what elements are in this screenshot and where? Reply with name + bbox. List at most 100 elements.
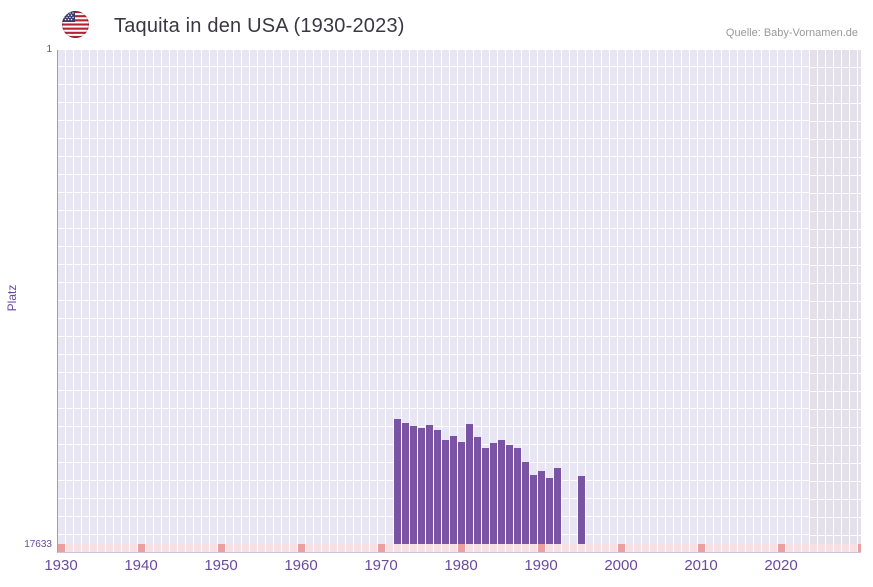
strip-cell-2029 — [850, 544, 857, 552]
strip-cell-2016 — [746, 544, 753, 552]
bar-1985[interactable] — [498, 440, 505, 544]
strip-cell-2013 — [722, 544, 729, 552]
strip-cell-1960 — [298, 544, 305, 552]
bar-1972[interactable] — [394, 419, 401, 544]
bar-1983[interactable] — [482, 448, 489, 544]
strip-cell-1976 — [426, 544, 433, 552]
x-tick-2020: 2020 — [764, 557, 798, 574]
strip-cell-2024 — [810, 544, 817, 552]
strip-cell-2018 — [762, 544, 769, 552]
strip-cell-2007 — [674, 544, 681, 552]
strip-cell-1973 — [402, 544, 409, 552]
strip-cell-2017 — [754, 544, 761, 552]
strip-cell-1932 — [74, 544, 81, 552]
strip-cell-2021 — [786, 544, 793, 552]
bar-1979[interactable] — [450, 436, 457, 544]
strip-cell-1945 — [178, 544, 185, 552]
strip-cell-2014 — [730, 544, 737, 552]
strip-cell-1946 — [186, 544, 193, 552]
bar-1976[interactable] — [426, 425, 433, 544]
strip-cell-1964 — [330, 544, 337, 552]
strip-cell-1937 — [114, 544, 121, 552]
bar-1986[interactable] — [506, 445, 513, 544]
plot-area[interactable] — [57, 50, 861, 553]
bar-1988[interactable] — [522, 462, 529, 544]
strip-cell-1993 — [562, 544, 569, 552]
usa-flag-icon — [62, 11, 89, 38]
bar-1981[interactable] — [466, 424, 473, 544]
strip-cell-2009 — [690, 544, 697, 552]
strip-cell-1988 — [522, 544, 529, 552]
strip-cell-2001 — [626, 544, 633, 552]
strip-cell-2012 — [714, 544, 721, 552]
strip-cell-1982 — [474, 544, 481, 552]
x-tick-1950: 1950 — [204, 557, 238, 574]
strip-cell-1998 — [602, 544, 609, 552]
strip-cell-2010 — [698, 544, 705, 552]
strip-cell-2028 — [842, 544, 849, 552]
strip-cell-1936 — [106, 544, 113, 552]
no-data-band — [810, 50, 861, 552]
x-tick-1940: 1940 — [124, 557, 158, 574]
strip-cell-2005 — [658, 544, 665, 552]
strip-cell-1972 — [394, 544, 401, 552]
y-axis-tick-worst: 17633 — [24, 539, 52, 550]
strip-cell-2022 — [794, 544, 801, 552]
strip-cell-1967 — [354, 544, 361, 552]
x-tick-1990: 1990 — [524, 557, 558, 574]
strip-cell-1954 — [250, 544, 257, 552]
strip-cell-1942 — [154, 544, 161, 552]
strip-cell-1934 — [90, 544, 97, 552]
strip-cell-1933 — [82, 544, 89, 552]
strip-cell-1966 — [346, 544, 353, 552]
x-tick-2010: 2010 — [684, 557, 718, 574]
bar-1977[interactable] — [434, 430, 441, 544]
strip-cell-1935 — [98, 544, 105, 552]
bar-1991[interactable] — [546, 478, 553, 544]
strip-cell-2011 — [706, 544, 713, 552]
strip-cell-1987 — [514, 544, 521, 552]
strip-cell-1980 — [458, 544, 465, 552]
x-tick-2000: 2000 — [604, 557, 638, 574]
strip-cell-1994 — [570, 544, 577, 552]
bar-1992[interactable] — [554, 468, 561, 544]
bar-1995[interactable] — [578, 476, 585, 544]
bar-1973[interactable] — [402, 423, 409, 544]
bar-1980[interactable] — [458, 442, 465, 544]
bar-1989[interactable] — [530, 475, 537, 544]
bar-1975[interactable] — [418, 428, 425, 544]
bar-1978[interactable] — [442, 440, 449, 544]
strip-cell-1931 — [66, 544, 73, 552]
strip-cell-2026 — [826, 544, 833, 552]
strip-cell-1983 — [482, 544, 489, 552]
strip-cell-1965 — [338, 544, 345, 552]
bar-1984[interactable] — [490, 443, 497, 544]
strip-cell-1950 — [218, 544, 225, 552]
strip-cell-1938 — [122, 544, 129, 552]
strip-cell-1949 — [210, 544, 217, 552]
bar-1982[interactable] — [474, 437, 481, 544]
strip-cell-2002 — [634, 544, 641, 552]
strip-cell-1981 — [466, 544, 473, 552]
bar-1990[interactable] — [538, 471, 545, 544]
strip-cell-1978 — [442, 544, 449, 552]
bar-1974[interactable] — [410, 426, 417, 544]
strip-cell-1961 — [306, 544, 313, 552]
strip-cell-1986 — [506, 544, 513, 552]
strip-cell-2015 — [738, 544, 745, 552]
x-axis-labels: 1930 1940 1950 1960 1970 1980 1990 2000 2010 2020 — [0, 557, 873, 579]
strip-cell-1977 — [434, 544, 441, 552]
strip-cell-1996 — [586, 544, 593, 552]
strip-cell-1951 — [226, 544, 233, 552]
strip-cell-2020 — [778, 544, 785, 552]
strip-cell-1997 — [594, 544, 601, 552]
x-tick-1980: 1980 — [444, 557, 478, 574]
strip-cell-1953 — [242, 544, 249, 552]
strip-cell-1948 — [202, 544, 209, 552]
x-tick-1960: 1960 — [284, 557, 318, 574]
strip-cell-1985 — [498, 544, 505, 552]
bar-1987[interactable] — [514, 448, 521, 544]
strip-cell-1984 — [490, 544, 497, 552]
strip-cell-1995 — [578, 544, 585, 552]
